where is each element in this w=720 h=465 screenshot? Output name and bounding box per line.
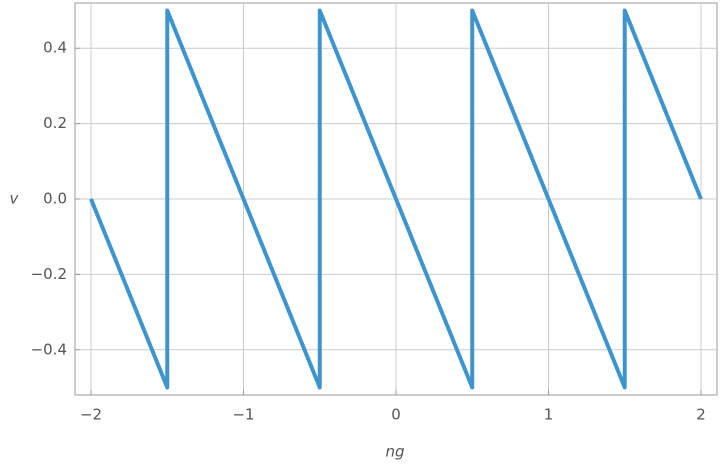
y-tick-label: 0.2 [43,114,67,132]
x-tick-label: 0 [391,406,401,424]
x-tick-label: 2 [696,406,706,424]
y-tick-label: −0.4 [31,340,67,358]
x-tick-label: −1 [232,406,254,424]
x-tick-label: −2 [80,406,102,424]
y-axis-label: v [10,190,20,208]
data-line [89,8,703,390]
y-tick-label: −0.2 [31,265,67,283]
y-tick-label: 0.0 [43,190,67,208]
x-axis-label: ng [385,443,404,461]
x-tick-label: 1 [544,406,554,424]
y-tick-label: 0.4 [43,39,67,57]
